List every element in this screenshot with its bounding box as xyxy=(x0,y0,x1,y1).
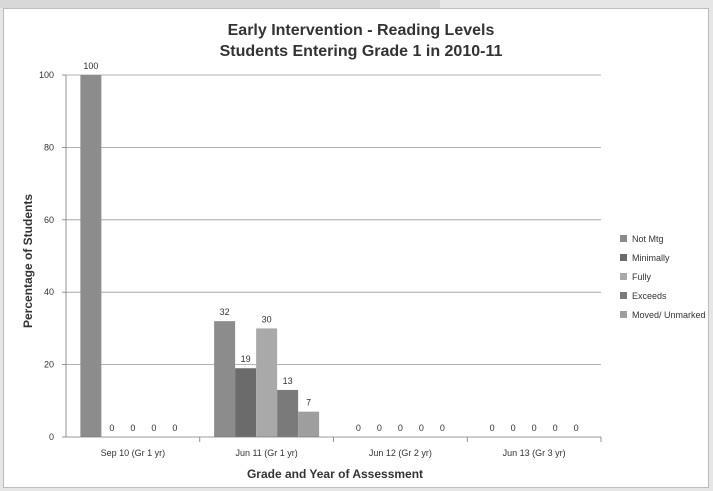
gridlines xyxy=(66,74,601,366)
y-tick-label: 60 xyxy=(44,215,54,225)
y-axis-title: Percentage of Students xyxy=(21,194,35,328)
data-label: 0 xyxy=(130,423,135,433)
chart-svg: Early Intervention - Reading Levels Stud… xyxy=(21,22,706,481)
y-tick-label: 40 xyxy=(44,287,54,297)
data-label: 0 xyxy=(574,423,579,433)
data-label: 0 xyxy=(109,423,114,433)
legend-entry: Minimally xyxy=(632,253,670,263)
legend-swatch xyxy=(620,235,627,242)
data-label: 30 xyxy=(262,314,272,324)
data-label: 0 xyxy=(377,423,382,433)
y-tick-label: 0 xyxy=(49,432,54,442)
x-axis-title: Grade and Year of Assessment xyxy=(247,467,423,481)
data-label: 0 xyxy=(440,423,445,433)
data-label: 0 xyxy=(532,423,537,433)
bar xyxy=(277,389,299,437)
bars: 100 0 0 0 0 32 19 30 13 7 0 0 0 0 0 0 0 0 0 0 xyxy=(80,61,579,437)
chart-subtitle: Students Entering Grade 1 in 2010-11 xyxy=(220,43,503,60)
chart-title: Early Intervention - Reading Levels xyxy=(228,22,495,39)
bar xyxy=(235,368,257,437)
data-label: 0 xyxy=(398,423,403,433)
data-label: 0 xyxy=(151,423,156,433)
y-tick-label: 100 xyxy=(39,70,54,80)
legend-entry: Fully xyxy=(632,272,652,282)
legend-swatch xyxy=(620,292,627,299)
x-tick-label: Jun 11 (Gr 1 yr) xyxy=(235,448,297,458)
data-label: 7 xyxy=(306,398,311,408)
bar xyxy=(214,321,236,437)
data-label: 100 xyxy=(83,61,98,71)
data-label: 0 xyxy=(490,423,495,433)
y-tick-label: 20 xyxy=(44,360,54,370)
legend-swatch xyxy=(620,254,627,261)
data-label: 0 xyxy=(419,423,424,433)
data-label: 0 xyxy=(356,423,361,433)
x-tick-label: Jun 13 (Gr 3 yr) xyxy=(503,448,566,458)
legend-entry: Moved/ Unmarked xyxy=(632,310,706,320)
data-label: 32 xyxy=(220,307,230,317)
data-label: 13 xyxy=(283,376,293,386)
bar xyxy=(256,328,278,437)
axes: 0 20 40 60 80 100 Sep 10 (Gr 1 yr) Jun 11 (Gr 1… xyxy=(39,70,602,458)
legend-entry: Exceeds xyxy=(632,291,667,301)
data-label: 0 xyxy=(511,423,516,433)
bar xyxy=(298,411,320,437)
data-label: 19 xyxy=(241,354,251,364)
legend-entry: Not Mtg xyxy=(632,234,664,244)
legend-swatch xyxy=(620,311,627,318)
x-tick-label: Jun 12 (Gr 2 yr) xyxy=(369,448,432,458)
chart-frame: Early Intervention - Reading Levels Stud… xyxy=(3,8,709,488)
legend-swatch xyxy=(620,273,627,280)
data-label: 0 xyxy=(172,423,177,433)
data-label: 0 xyxy=(553,423,558,433)
window-tab-strip xyxy=(0,0,440,8)
bar xyxy=(80,75,102,437)
y-tick-label: 80 xyxy=(44,142,54,152)
x-tick-label: Sep 10 (Gr 1 yr) xyxy=(101,448,166,458)
legend: Not Mtg Minimally Fully Exceeds Moved/ Unmar… xyxy=(620,234,706,320)
